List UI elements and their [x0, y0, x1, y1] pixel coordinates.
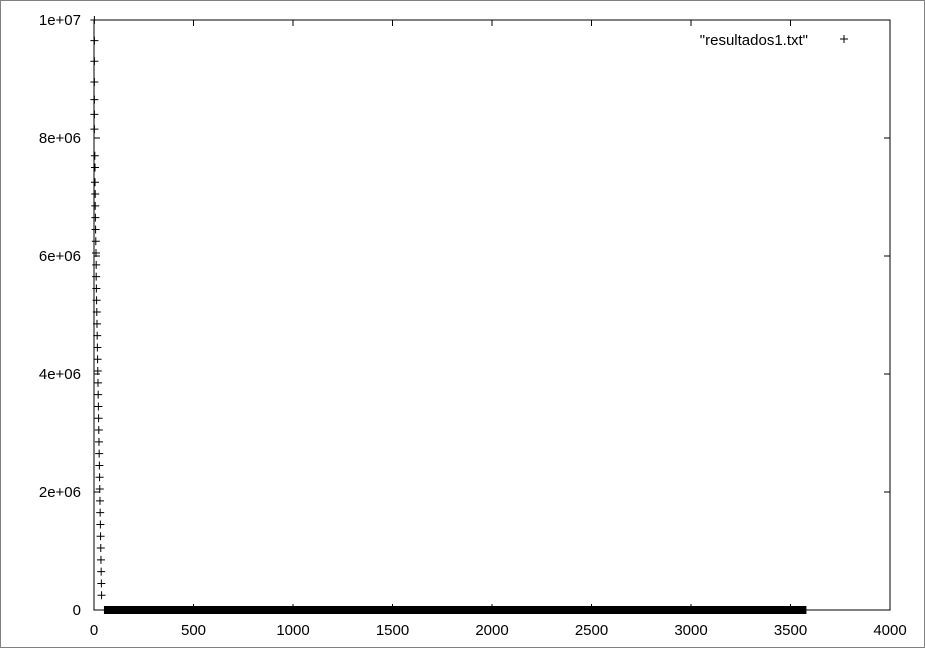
y-tick-label: 0 — [73, 602, 81, 619]
data-point — [90, 110, 99, 119]
legend-plus-icon — [840, 35, 848, 43]
data-point — [95, 496, 104, 505]
data-point — [97, 567, 106, 576]
data-point — [90, 77, 99, 86]
data-point — [92, 260, 101, 269]
data-point — [93, 343, 102, 352]
data-point — [91, 225, 100, 234]
data-point — [94, 390, 103, 399]
data-point — [92, 272, 101, 281]
data-point — [90, 95, 99, 104]
x-tick-label: 0 — [90, 622, 98, 639]
x-tick-label: 2500 — [575, 622, 608, 639]
legend: "resultados1.txt" — [700, 32, 848, 49]
data-point-band — [103, 606, 807, 614]
data-point — [96, 532, 105, 541]
axis-tick-labels: 0 500 1000 1500 2000 2500 3000 3500 4000 0 2e+06 4e… — [39, 12, 907, 639]
data-point — [96, 544, 105, 553]
data-point — [94, 402, 103, 411]
data-point — [93, 378, 102, 387]
y-tick-label: 1e+07 — [39, 12, 81, 29]
data-point — [94, 414, 103, 423]
data-point — [97, 591, 106, 600]
data-point — [96, 508, 105, 517]
y-tick-label: 8e+06 — [39, 130, 81, 147]
data-point — [90, 16, 99, 24]
data-point — [90, 163, 99, 172]
data-point — [92, 296, 101, 305]
x-tick-label: 3500 — [774, 622, 807, 639]
data-point — [95, 485, 104, 494]
x-tick-label: 1500 — [376, 622, 409, 639]
data-point — [90, 125, 99, 134]
data-point — [91, 213, 100, 222]
data-point — [92, 308, 101, 317]
data-point — [91, 249, 100, 258]
x-tick-label: 3000 — [674, 622, 707, 639]
data-points — [90, 16, 807, 614]
x-tick-label: 4000 — [873, 622, 906, 639]
plot-border — [93, 19, 891, 611]
data-point — [95, 473, 104, 482]
y-tick-label: 6e+06 — [39, 248, 81, 265]
data-point — [95, 449, 104, 458]
y-tick-label: 2e+06 — [39, 484, 81, 501]
data-point — [90, 57, 99, 66]
data-point — [96, 520, 105, 529]
axis-ticks — [93, 19, 891, 611]
data-point — [93, 331, 102, 340]
x-tick-label: 500 — [181, 622, 206, 639]
data-point — [92, 284, 101, 293]
data-point — [94, 426, 103, 435]
data-point — [94, 437, 103, 446]
data-point — [90, 151, 99, 160]
data-point — [93, 355, 102, 364]
data-point — [97, 579, 106, 588]
data-point — [92, 319, 101, 328]
data-point — [90, 178, 99, 187]
data-point — [91, 237, 100, 246]
data-point — [91, 190, 100, 199]
data-point — [95, 461, 104, 470]
data-point — [91, 201, 100, 210]
y-tick-label: 4e+06 — [39, 366, 81, 383]
x-tick-label: 2000 — [475, 622, 508, 639]
x-tick-label: 1000 — [276, 622, 309, 639]
data-point — [96, 555, 105, 564]
data-point — [93, 367, 102, 376]
legend-label: "resultados1.txt" — [700, 32, 808, 49]
legend-marker — [840, 35, 848, 43]
data-point — [90, 36, 99, 45]
